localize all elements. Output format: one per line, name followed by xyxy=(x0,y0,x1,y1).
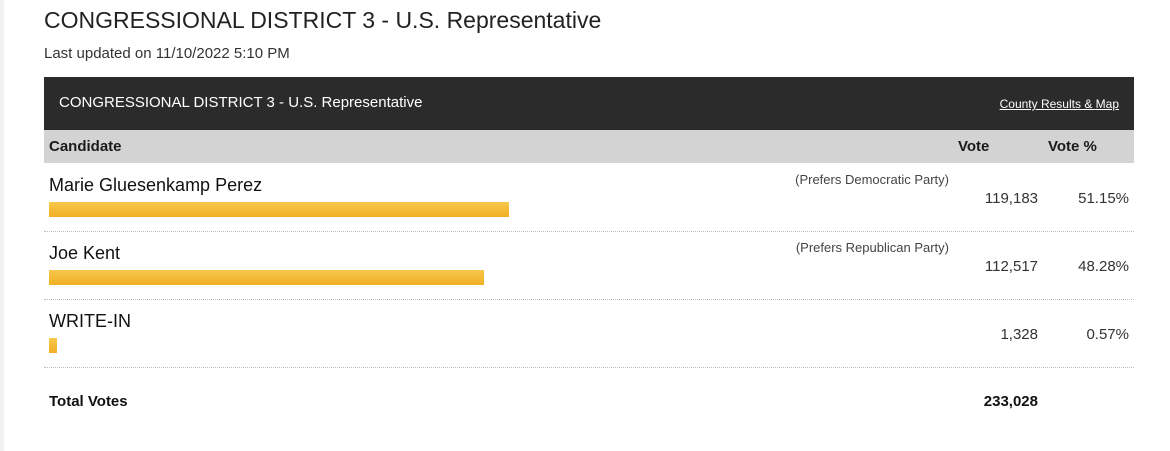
candidate-list: Marie Gluesenkamp Perez (Prefers Democra… xyxy=(44,164,1134,432)
total-votes-row: Total Votes 233,028 xyxy=(44,368,1134,432)
candidate-row: WRITE-IN 1,328 0.57% xyxy=(44,300,1134,368)
race-title: CONGRESSIONAL DISTRICT 3 - U.S. Represen… xyxy=(59,94,423,111)
candidate-name: WRITE-IN xyxy=(49,311,131,331)
county-results-map-link[interactable]: County Results & Map xyxy=(999,97,1119,111)
candidate-name: Joe Kent xyxy=(49,243,121,263)
race-header: CONGRESSIONAL DISTRICT 3 - U.S. Represen… xyxy=(44,77,1134,130)
column-header-row: Candidate Vote Vote % xyxy=(44,130,1134,163)
candidate-name: Marie Gluesenkamp Perez xyxy=(49,175,263,195)
candidate-votes: 119,183 xyxy=(984,190,1038,207)
page-title: CONGRESSIONAL DISTRICT 3 - U.S. Represen… xyxy=(44,7,602,33)
candidate-vote-percent: 0.57% xyxy=(1086,326,1129,343)
candidate-party: (Prefers Democratic Party) xyxy=(795,172,949,187)
vote-bar-track xyxy=(49,202,949,217)
vote-bar-track xyxy=(49,270,949,285)
candidate-votes: 1,328 xyxy=(1000,326,1038,343)
candidate-party: (Prefers Republican Party) xyxy=(795,240,949,255)
column-header-vote-percent: Vote % xyxy=(1048,138,1097,155)
vote-share-bar xyxy=(49,338,57,353)
candidate-votes: 112,517 xyxy=(984,258,1038,275)
column-header-vote: Vote xyxy=(958,138,990,155)
last-updated-text: Last updated on 11/10/2022 5:10 PM xyxy=(44,45,290,62)
candidate-vote-percent: 48.28% xyxy=(1078,258,1129,275)
vote-share-bar xyxy=(49,202,509,217)
column-header-candidate: Candidate xyxy=(49,138,122,155)
left-edge-strip xyxy=(0,0,4,451)
candidate-row: Joe Kent (Prefers Republican Party) 112,… xyxy=(44,232,1134,300)
vote-bar-track xyxy=(49,338,949,353)
vote-share-bar xyxy=(49,270,484,285)
total-votes-value: 233,028 xyxy=(983,393,1038,410)
total-votes-label: Total Votes xyxy=(49,393,128,410)
candidate-vote-percent: 51.15% xyxy=(1078,190,1129,207)
candidate-row: Marie Gluesenkamp Perez (Prefers Democra… xyxy=(44,164,1134,232)
